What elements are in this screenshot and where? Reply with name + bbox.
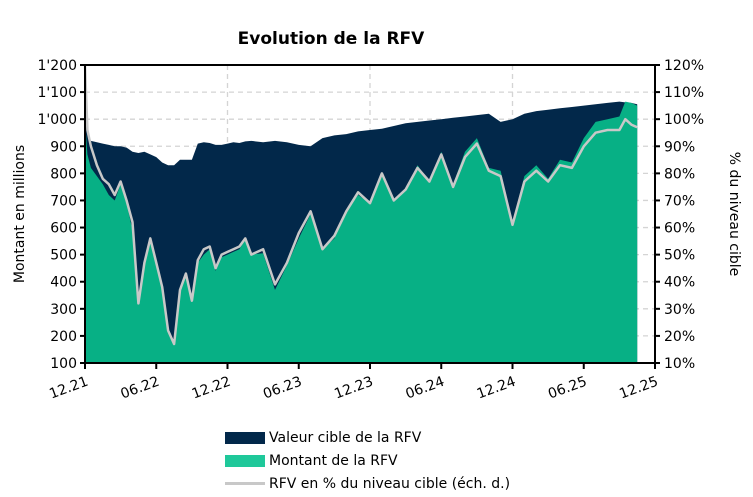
- y2-tick-label: 30%: [664, 302, 695, 318]
- x-tick-label: 06.22: [118, 374, 161, 403]
- x-tick-label: 12.21: [47, 374, 90, 403]
- y2-tick-label: 100%: [664, 112, 704, 128]
- y2-tick-label: 20%: [664, 329, 695, 345]
- y2-tick-label: 80%: [664, 166, 695, 182]
- y-tick-label: 400: [50, 275, 77, 291]
- y-tick-label: 1'000: [38, 112, 77, 128]
- y-tick-label: 500: [50, 248, 77, 264]
- legend-swatch-target: [225, 431, 265, 444]
- y2-tick-label: 120%: [664, 58, 704, 74]
- areas: [83, 64, 638, 363]
- x-tick-label: 06.25: [546, 374, 589, 403]
- y-tick-label: 200: [50, 329, 77, 345]
- y2-tick-label: 40%: [664, 275, 695, 291]
- legend-item-pct: RFV en % du niveau cible (éch. d.): [225, 472, 510, 495]
- y-tick-label: 600: [50, 221, 77, 237]
- legend-label: Valeur cible de la RFV: [269, 429, 422, 446]
- chart-title: Evolution de la RFV: [238, 29, 425, 49]
- y2-tick-label: 110%: [664, 85, 704, 101]
- y2-axis-label: % du niveau cible: [726, 152, 742, 277]
- y2-tick-label: 90%: [664, 139, 695, 155]
- y2-tick-label: 10%: [664, 356, 695, 372]
- legend-label: Montant de la RFV: [269, 452, 398, 469]
- x-tick-label: 06.23: [261, 374, 304, 403]
- x-tick-label: 12.25: [617, 374, 660, 403]
- y-tick-label: 1'200: [38, 58, 77, 74]
- y-tick-label: 300: [50, 302, 77, 318]
- x-tick-label: 12.23: [332, 374, 375, 403]
- legend-swatch-amount: [225, 454, 265, 467]
- legend-swatch-pct: [225, 482, 265, 485]
- legend-item-amount: Montant de la RFV: [225, 449, 510, 472]
- legend-item-target: Valeur cible de la RFV: [225, 426, 510, 449]
- x-tick-label: 12.24: [475, 374, 518, 403]
- y2-tick-label: 50%: [664, 248, 695, 264]
- y-axis-label: Montant en millions: [12, 145, 28, 283]
- legend-label: RFV en % du niveau cible (éch. d.): [269, 475, 511, 492]
- series-line-pct: [83, 64, 638, 346]
- legend: Valeur cible de la RFV Montant de la RFV…: [225, 426, 510, 495]
- y-tick-label: 1'100: [38, 85, 77, 101]
- plot-frame: [84, 64, 656, 364]
- y2-tick-label: 60%: [664, 221, 695, 237]
- y-tick-label: 100: [50, 356, 77, 372]
- x-tick-label: 06.24: [403, 374, 446, 403]
- y-tick-label: 800: [50, 166, 77, 182]
- y-tick-label: 900: [50, 139, 77, 155]
- y-tick-label: 700: [50, 193, 77, 209]
- y2-tick-label: 70%: [664, 193, 695, 209]
- x-tick-label: 12.22: [190, 374, 233, 403]
- series-area-amount: [85, 101, 638, 363]
